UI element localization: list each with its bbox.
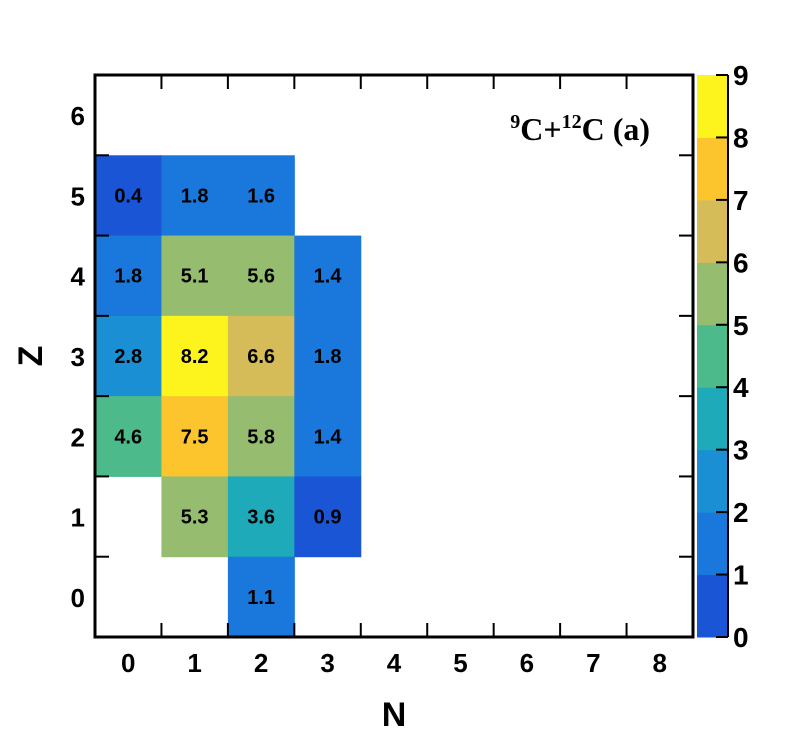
y-tick-label: 2 [71,422,85,452]
x-tick-labels: 0 1 2 3 4 5 6 7 8 [121,648,667,678]
cell-value-label: 5.3 [181,507,209,529]
cell-value-label: 1.8 [181,185,209,207]
cell-value-label: 0.4 [114,185,143,207]
panel-title-sup2: 12 [562,111,582,133]
heatmap-cells [95,155,362,638]
colorbar-segment [697,324,728,388]
colorbar-tick-label: 8 [733,122,749,153]
y-tick-label: 6 [71,101,85,131]
cell-value-label: 5.8 [247,426,275,448]
cell-value-label: 5.6 [247,266,275,288]
x-tick-label: 4 [387,648,402,678]
colorbar-tick-label: 0 [733,622,749,653]
colorbar-tick-labels: 0 1 2 3 4 5 6 7 8 9 [733,60,749,653]
colorbar-tick-label: 1 [733,560,749,591]
heatmap-cell [95,155,162,237]
y-tick-label: 5 [71,181,85,211]
colorbar-segment [697,75,728,138]
colorbar-tick-label: 4 [733,372,749,403]
panel-title-part1: C+ [520,111,561,147]
heatmap-cell [227,315,295,397]
cell-value-label: 1.6 [247,185,275,207]
colorbar-segment [697,574,728,638]
heatmap-cell [227,235,295,317]
x-tick-label: 8 [653,648,667,678]
panel-title: 9C+12C (a) [510,111,650,147]
x-tick-label: 1 [187,648,201,678]
panel-title-sup1: 9 [510,111,520,133]
heatmap-cell [95,235,162,317]
cell-value-label: 2.8 [114,346,142,368]
y-tick-labels: 0 1 2 3 4 5 6 [71,101,86,613]
panel-title-part2: C (a) [582,111,650,147]
cell-value-label: 1.8 [314,346,342,368]
heatmap-cell [161,476,229,558]
cell-value-label: 1.8 [114,266,142,288]
heatmap-cell [161,235,229,317]
colorbar-segment [697,199,728,263]
heatmap-cell [161,155,229,237]
cell-value-label: 8.2 [181,346,209,368]
heatmap-cell [227,155,295,237]
cell-value-label: 5.1 [181,266,209,288]
cell-value-label: 1.4 [314,426,343,448]
cell-value-label: 1.4 [314,266,343,288]
y-tick-label: 1 [71,503,85,533]
colorbar-tick-label: 7 [733,185,749,216]
colorbar [697,74,729,638]
y-tick-label: 4 [71,262,86,292]
x-tick-label: 6 [520,648,534,678]
heatmap-cell [294,476,362,558]
cell-value-label: 0.9 [314,507,342,529]
heatmap-cell [161,396,229,477]
x-tick-label: 0 [121,648,135,678]
colorbar-tick-label: 6 [733,247,749,278]
x-tick-label: 7 [586,648,600,678]
heatmap-cell [227,476,295,558]
cell-value-label: 3.6 [247,507,275,529]
heatmap-cell [95,396,162,477]
heatmap-cell [227,396,295,477]
x-axis-title: N [382,696,407,734]
x-tick-label: 2 [254,648,268,678]
colorbar-tick-label: 3 [733,435,749,466]
axis-ticks [95,75,693,637]
y-tick-label: 3 [71,342,85,372]
cell-value-label: 4.6 [114,426,142,448]
colorbar-segment [697,449,728,513]
y-tick-label: 0 [71,583,85,613]
heatmap-cell [294,396,362,477]
colorbar-segment [697,512,728,576]
colorbar-tick-label: 9 [733,60,749,91]
heatmap-cell [95,315,162,397]
heatmap-cell-labels: 0.4 1.8 1.6 1.8 5.1 5.6 1.4 2.8 8.2 6.6 1.8 4.6 7.5 5… [114,185,342,608]
heatmap-cell [294,235,362,317]
cell-value-label: 1.1 [247,587,275,609]
colorbar-tick-label: 2 [733,497,749,528]
colorbar-segment [697,137,728,201]
x-tick-label: 3 [320,648,334,678]
y-axis-title: Z [12,346,50,367]
cell-value-label: 6.6 [247,346,275,368]
colorbar-tick-label: 5 [733,310,749,341]
heatmap-cell [227,556,295,638]
cell-value-label: 7.5 [181,426,209,448]
plot-frame [93,73,695,639]
heatmap-cell [161,315,229,397]
colorbar-segment [697,387,728,451]
x-tick-label: 5 [453,648,467,678]
heatmap-cell [294,315,362,397]
colorbar-segment [697,262,728,326]
